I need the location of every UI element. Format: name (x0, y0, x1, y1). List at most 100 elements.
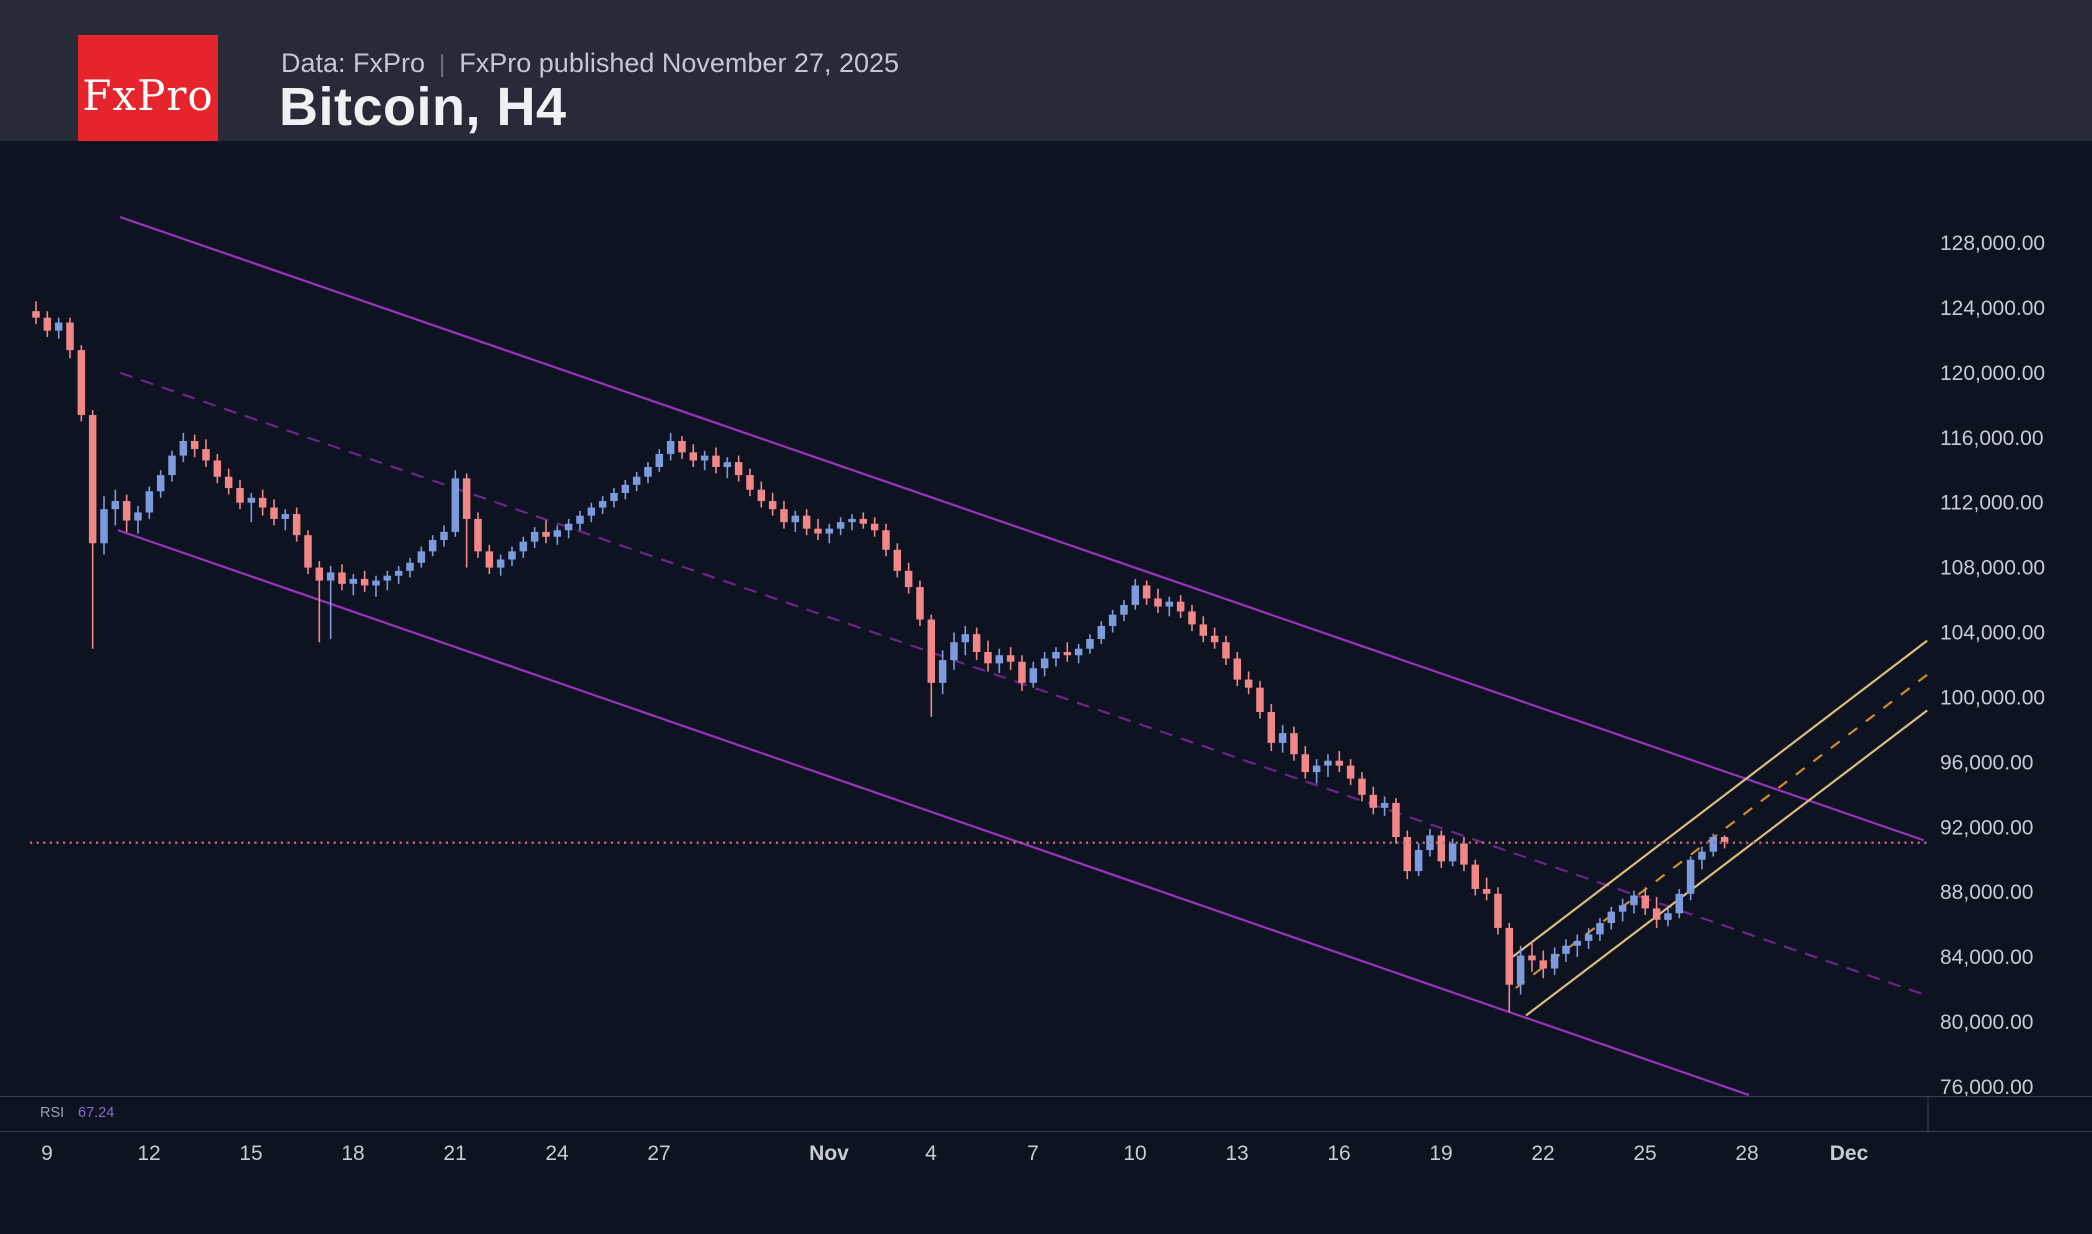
candle-up (1618, 905, 1627, 912)
date-tick-label: 4 (925, 1142, 937, 1165)
price-tick-label: 76,000.00 (1940, 1076, 2033, 1099)
candle-up (1074, 648, 1083, 656)
candle-up (950, 642, 958, 661)
candle-up (1097, 626, 1106, 640)
candle-down (224, 476, 233, 489)
candle-up (1516, 955, 1525, 985)
fxpro-logo-text: FxPro (82, 70, 214, 120)
candle-down (1505, 927, 1514, 985)
candle-down (1233, 658, 1242, 680)
candle-down (1006, 655, 1015, 662)
subtitle-divider: | (439, 51, 446, 78)
candle-down (122, 501, 131, 521)
header-bar: FxPro Data: FxPro | FxPro published Novemb… (0, 0, 2092, 141)
price-tick-label: 120,000.00 (1940, 362, 2045, 385)
candle-up (111, 501, 120, 510)
data-source-label: Data: FxPro (281, 48, 426, 78)
candle-up (1414, 850, 1423, 872)
date-tick-label: 15 (239, 1142, 262, 1165)
candle-up (1278, 733, 1287, 743)
price-tick-label: 128,000.00 (1940, 232, 2045, 255)
date-tick-label: 25 (1633, 1142, 1656, 1165)
candle-up (553, 530, 562, 537)
candle-up (938, 660, 947, 683)
candle-up (825, 528, 834, 534)
candle-up (1698, 851, 1706, 860)
candle-down (542, 531, 550, 537)
descending-channel-upper (119, 215, 1925, 842)
candle-up (564, 523, 573, 531)
candle-down (678, 441, 686, 453)
candle-down (1142, 585, 1151, 599)
candle-up (666, 441, 675, 454)
candle-up (1120, 604, 1128, 615)
candle-up (610, 492, 618, 502)
price-tick-label: 88,000.00 (1940, 881, 2033, 904)
candle-up (598, 501, 607, 508)
date-tick-label: Nov (809, 1142, 849, 1165)
candle-down (1539, 960, 1548, 969)
candle-up (1550, 953, 1559, 969)
fxpro-logo: FxPro (78, 35, 218, 141)
candle-up (1448, 843, 1457, 862)
candle-up (440, 531, 448, 541)
price-tick-label: 112,000.00 (1940, 492, 2044, 515)
candle-up (621, 484, 630, 493)
chart-source-line: Data: FxPro | FxPro published November 27,… (281, 48, 899, 79)
candle-up (383, 575, 392, 581)
candle-down (757, 489, 766, 502)
candle-down (734, 462, 743, 476)
candle-up (1380, 802, 1389, 808)
candle-up (1675, 893, 1684, 914)
price-tick-label: 92,000.00 (1940, 816, 2033, 839)
candle-down (292, 514, 301, 536)
price-tick-label: 80,000.00 (1940, 1011, 2033, 1034)
candle-down (814, 528, 822, 534)
date-tick-label: 18 (341, 1142, 364, 1165)
candle-up (1312, 765, 1321, 773)
candle-up (1165, 601, 1174, 607)
candle-up (1131, 585, 1140, 605)
candle-down (780, 509, 788, 523)
candle-down (270, 507, 278, 519)
candle-down (213, 460, 222, 477)
candle-up (791, 515, 800, 523)
candle-down (43, 317, 52, 331)
ascending-channel-lower (1525, 709, 1928, 1017)
candle-down (315, 567, 324, 581)
candle-up (417, 551, 426, 563)
candle-down (1528, 955, 1536, 961)
candle-up (1709, 837, 1718, 852)
candle-down (1176, 601, 1185, 612)
candle-down (1256, 687, 1264, 713)
candle-down (1720, 837, 1729, 842)
candle-up (644, 466, 652, 477)
candle-down (746, 475, 754, 490)
date-tick-label: 13 (1225, 1142, 1248, 1165)
candle-up (1562, 945, 1570, 954)
date-tick-label: 16 (1327, 1142, 1350, 1165)
candle-down (1358, 778, 1366, 795)
candle-down (1188, 611, 1196, 625)
candle-up (168, 455, 176, 476)
candle-up (496, 559, 505, 568)
candle-up (655, 453, 664, 467)
candle-down (190, 441, 199, 450)
candle-up (134, 512, 142, 521)
candle-up (281, 514, 290, 519)
candle-down (1460, 843, 1468, 865)
candle-up (372, 580, 380, 586)
candle-down (1346, 765, 1355, 779)
candle-down (1437, 835, 1446, 862)
candle-up (700, 455, 709, 461)
candle-up (1584, 934, 1593, 941)
candle-down (32, 311, 40, 318)
candle-up (1686, 859, 1695, 894)
price-tick-label: 96,000.00 (1940, 751, 2033, 774)
candle-down (236, 488, 244, 503)
candle-up (326, 572, 335, 581)
candle-down (202, 449, 210, 461)
candle-up (145, 491, 154, 513)
candle-down (972, 634, 981, 652)
